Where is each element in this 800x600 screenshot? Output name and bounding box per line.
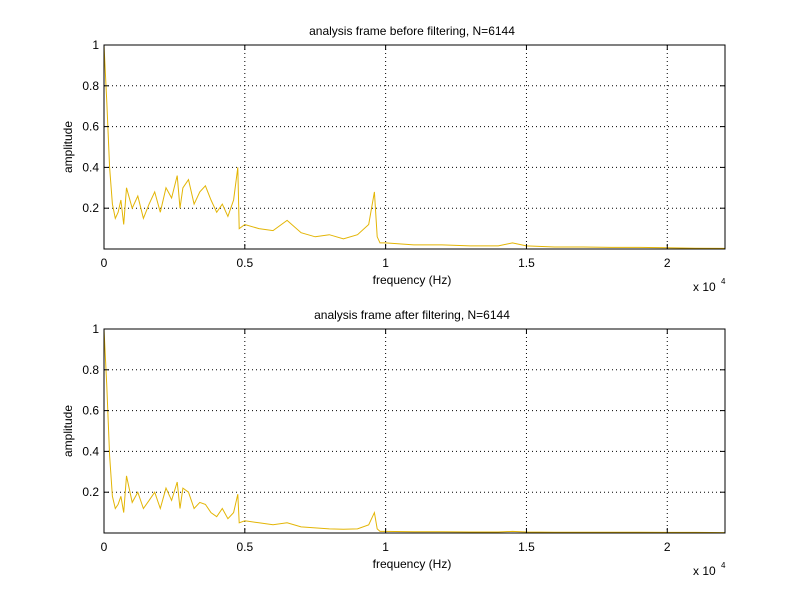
y-tick-label: 0.4: [82, 160, 99, 174]
y-axis-label: amplitude: [61, 121, 75, 173]
y-tick-label: 0.6: [82, 404, 99, 418]
x-multiplier-exponent: 4: [721, 277, 726, 286]
x-tick-label: 0.5: [236, 540, 253, 554]
x-tick-label: 2: [664, 256, 671, 270]
x-tick-label: 1: [382, 540, 389, 554]
x-axis-label: frequency (Hz): [373, 273, 452, 287]
subplot-after-filtering: analysis frame after filtering, N=6144 f…: [61, 308, 726, 578]
x-tick-label: 1.5: [518, 540, 535, 554]
y-tick-label: 0.4: [82, 444, 99, 458]
x-multiplier-base: x 10: [693, 564, 716, 578]
series-line-spectrum: [103, 44, 726, 249]
y-tick-label: 0.8: [82, 363, 99, 377]
y-tick-label: 1: [92, 38, 99, 52]
chart-title: analysis frame before filtering, N=6144: [309, 24, 515, 38]
x-multiplier-exponent: 4: [721, 561, 726, 570]
y-tick-label: 0.6: [82, 120, 99, 134]
chart-title: analysis frame after filtering, N=6144: [314, 308, 510, 322]
x-tick-label: 1: [382, 256, 389, 270]
x-tick-label: 0: [101, 540, 108, 554]
y-tick-label: 0.8: [82, 79, 99, 93]
axes-box: [103, 328, 726, 534]
x-tick-label: 0: [101, 256, 108, 270]
x-tick-label: 0.5: [236, 256, 253, 270]
x-tick-label: 2: [664, 540, 671, 554]
axes-box: [103, 44, 726, 250]
x-multiplier-base: x 10: [693, 280, 716, 294]
y-tick-label: 0.2: [82, 485, 99, 499]
plot-area: [104, 329, 725, 533]
x-multiplier: x 10 4: [693, 277, 726, 294]
y-tick-label: 0.2: [82, 201, 99, 215]
y-tick-label: 1: [92, 322, 99, 336]
plot-area: [104, 45, 725, 249]
subplot-before-filtering: analysis frame before filtering, N=6144 …: [61, 24, 726, 294]
y-axis-label: amplitude: [61, 405, 75, 457]
x-axis-label: frequency (Hz): [373, 557, 452, 571]
series-line-spectrum: [103, 328, 726, 534]
x-tick-label: 1.5: [518, 256, 535, 270]
x-multiplier: x 10 4: [693, 561, 726, 578]
